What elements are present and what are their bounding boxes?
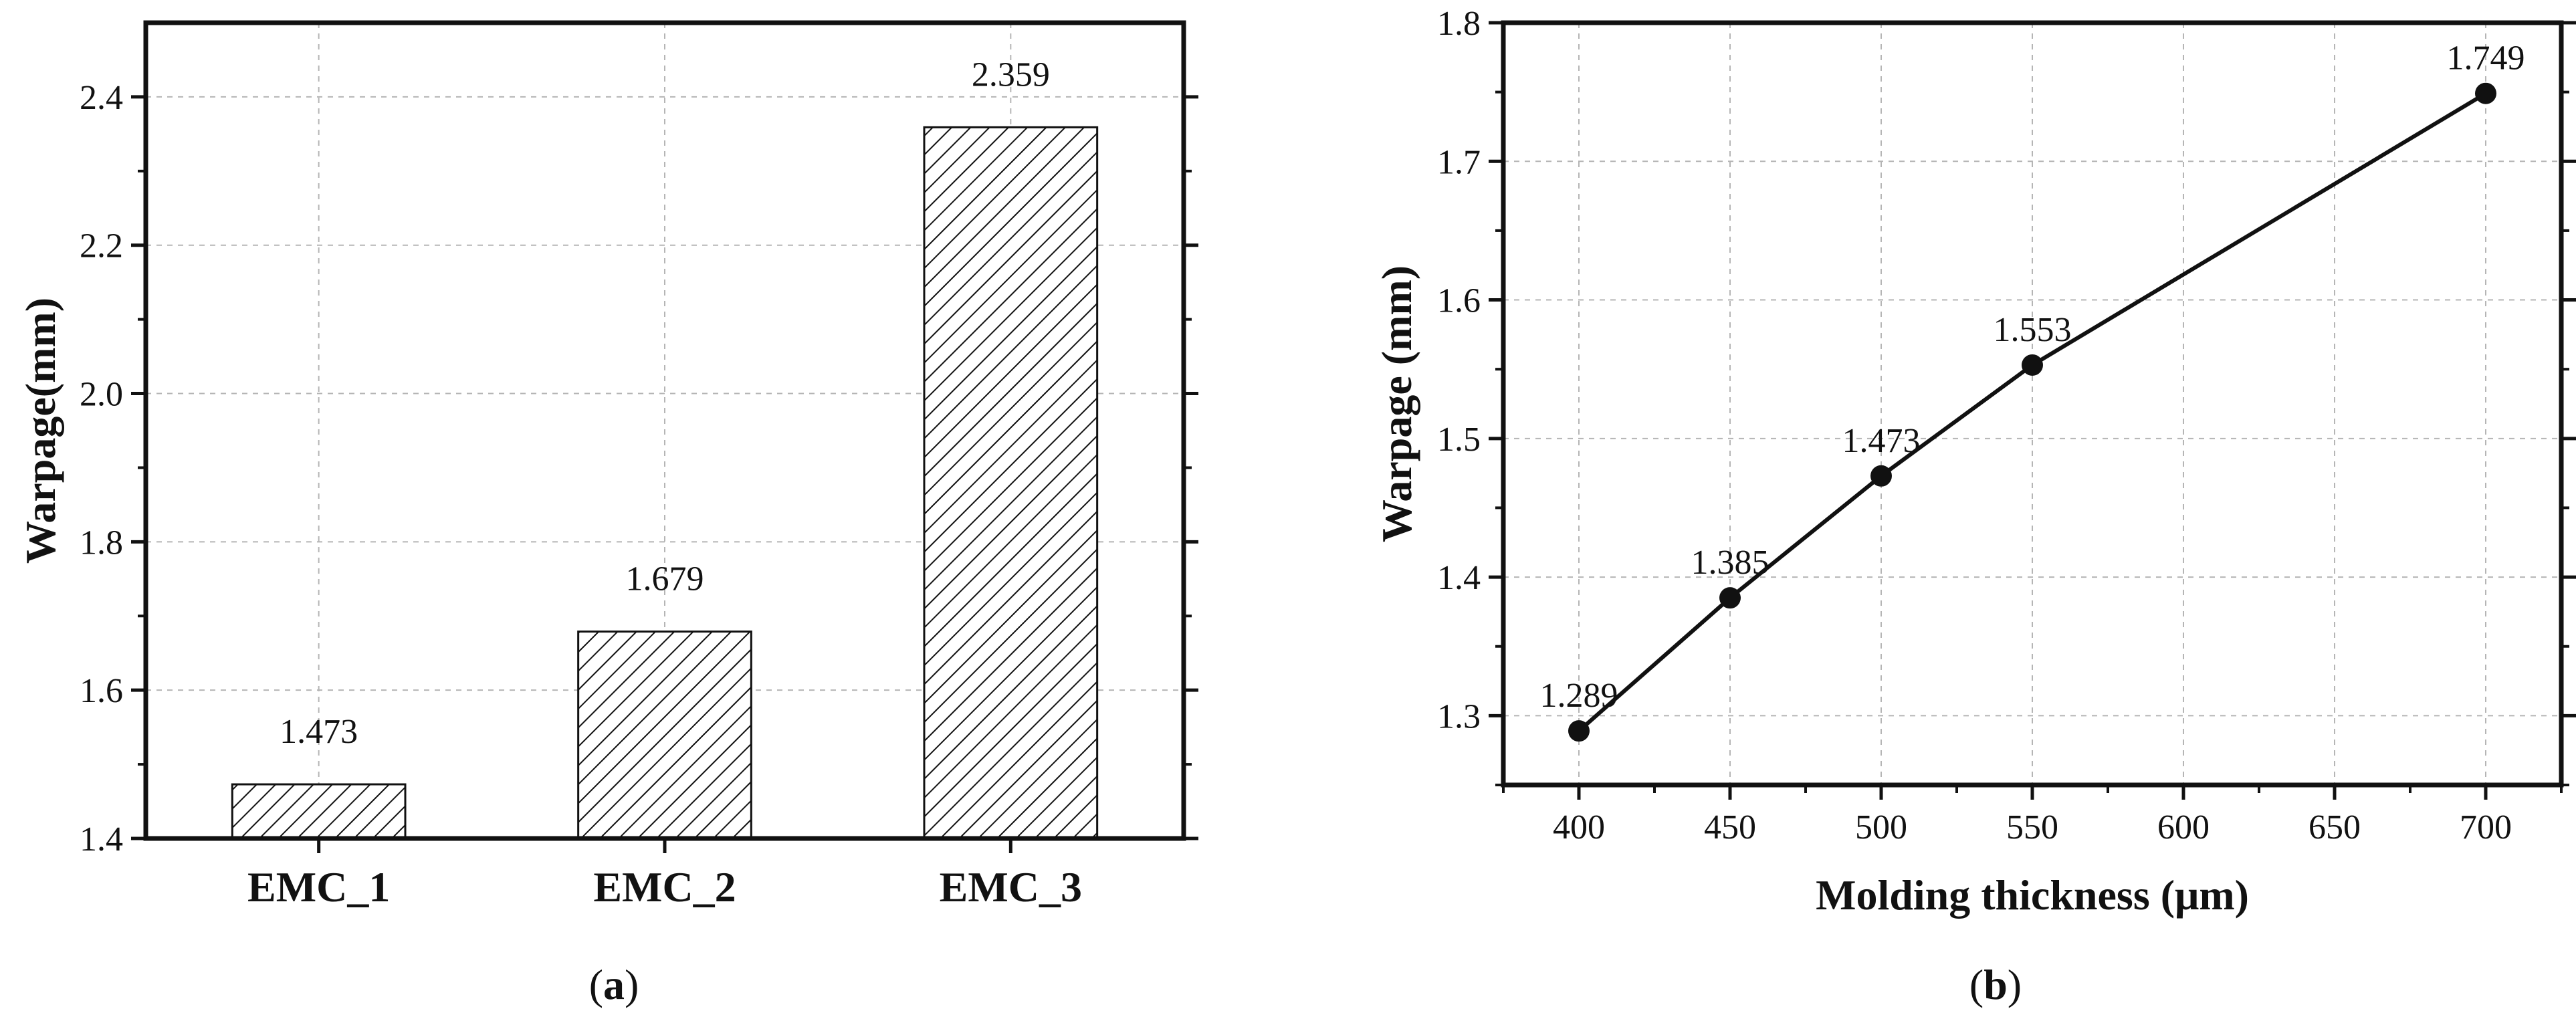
x-tick-label: 700 <box>2460 808 2512 846</box>
bar <box>577 631 752 840</box>
x-tick-label: 500 <box>1855 808 1907 846</box>
y-tick-label: 1.5 <box>1437 421 1481 459</box>
category-labels-a: EMC_1 EMC_2 EMC_3 <box>247 863 1082 911</box>
bar <box>923 126 1099 840</box>
data-labels-b: 1.289 1.385 1.473 1.553 1.749 <box>1540 39 2525 715</box>
y-tick-label: 1.7 <box>1437 143 1481 181</box>
y-tick-label: 1.4 <box>1437 559 1481 597</box>
data-label: 1.473 <box>1842 422 1921 460</box>
data-label: 1.679 <box>626 560 704 598</box>
data-point <box>2022 354 2043 376</box>
x-tick-label: 650 <box>2309 808 2361 846</box>
data-point <box>2475 82 2496 104</box>
ytick-labels-a: 1.4 1.6 1.8 2.0 2.2 2.4 <box>80 79 123 859</box>
ticks-a <box>131 95 1198 853</box>
grid-b <box>1503 23 2561 785</box>
panel-label-b: (b) <box>1969 961 2022 1008</box>
y-axis-title-b: Warpage (mm) <box>1373 265 1420 542</box>
x-tick-label: 400 <box>1553 808 1605 846</box>
bar <box>231 783 407 840</box>
x-tick-label: 550 <box>2006 808 2058 846</box>
data-label: 1.749 <box>2447 39 2525 78</box>
x-tick-label: 600 <box>2157 808 2210 846</box>
x-axis-title-b: Molding thickness (μm) <box>1816 871 2249 919</box>
markers-b <box>1568 82 2496 742</box>
x-tick-label: 450 <box>1704 808 1756 846</box>
data-point <box>1568 720 1590 742</box>
data-label: 1.473 <box>280 713 358 751</box>
category-label: EMC_3 <box>940 863 1082 911</box>
data-label: 2.359 <box>972 55 1050 94</box>
data-point <box>1719 587 1741 609</box>
ticks-b <box>1489 21 2576 800</box>
y-tick-label: 2.2 <box>80 227 123 265</box>
category-label: EMC_1 <box>247 863 390 911</box>
y-tick-label: 2.4 <box>80 79 123 117</box>
data-point <box>1870 465 1892 487</box>
y-tick-label: 1.4 <box>80 820 123 859</box>
data-label: 1.385 <box>1691 544 1769 582</box>
panel-label-paren: ( <box>589 961 603 1008</box>
y-tick-label: 1.6 <box>1437 282 1481 320</box>
chart-a: 1.4 1.6 1.8 2.0 2.2 2.4 EMC_1 EMC_2 EMC_3 1.473… <box>17 20 1198 1008</box>
panel-label-letter: a <box>603 961 625 1008</box>
y-tick-label: 1.3 <box>1437 697 1481 735</box>
chart-b: 1.3 1.4 1.5 1.6 1.7 1.8 400 450 500 550 600 650 700… <box>1373 5 2576 1008</box>
category-label: EMC_2 <box>593 863 736 911</box>
bars-a <box>231 126 1099 840</box>
y-tick-label: 1.8 <box>1437 5 1481 43</box>
y-tick-label: 2.0 <box>80 376 123 414</box>
panel-label-letter: b <box>1983 961 2008 1008</box>
panel-label-a: (a) <box>589 961 639 1008</box>
ytick-labels-b: 1.3 1.4 1.5 1.6 1.7 1.8 <box>1437 5 1481 735</box>
panel-label-paren: ) <box>2008 961 2022 1008</box>
panel-label-paren: ) <box>625 961 639 1008</box>
data-labels-a: 1.473 1.679 2.359 <box>280 55 1050 751</box>
xtick-labels-b: 400 450 500 550 600 650 700 <box>1553 808 2512 846</box>
y-tick-label: 1.8 <box>80 524 123 562</box>
y-axis-title-a: Warpage(mm) <box>17 298 64 564</box>
data-label: 1.289 <box>1540 677 1618 715</box>
data-label: 1.553 <box>1994 311 2072 349</box>
plot-frame-b <box>1501 20 2564 788</box>
panel-label-paren: ( <box>1969 961 1983 1008</box>
y-tick-label: 1.6 <box>80 672 123 710</box>
